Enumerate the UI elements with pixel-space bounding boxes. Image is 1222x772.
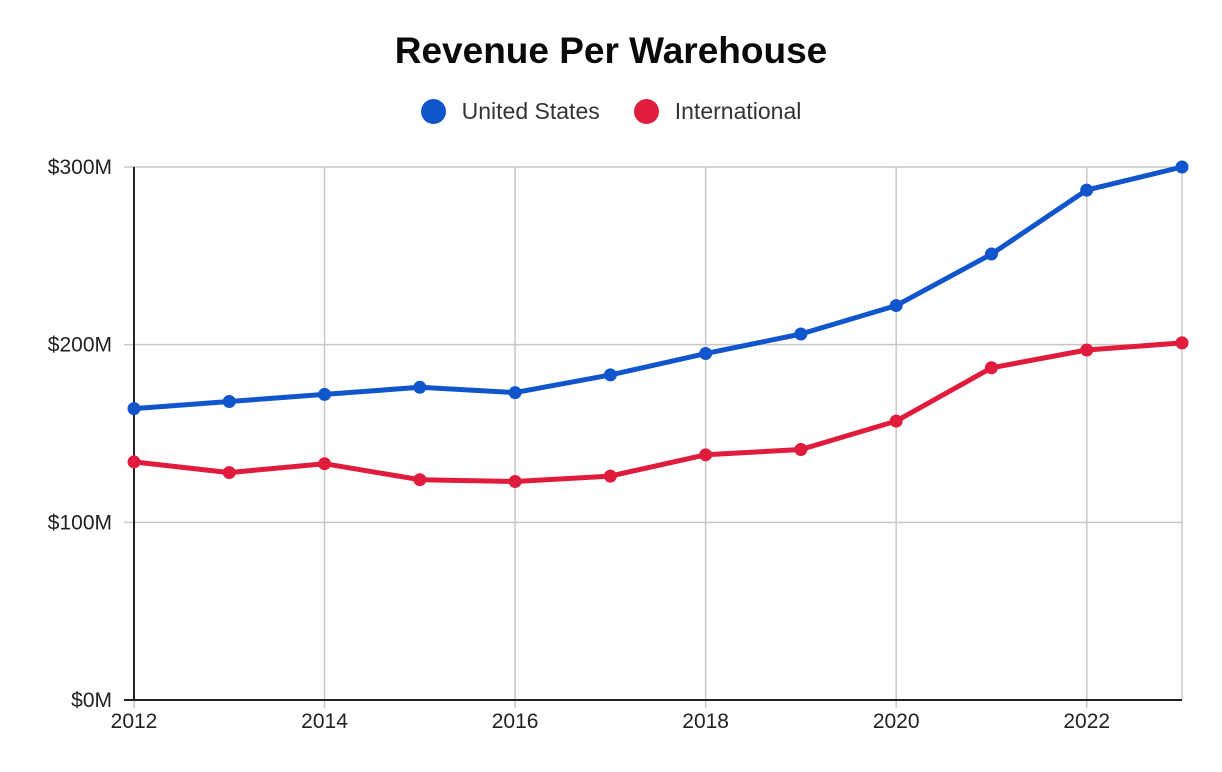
data-point-international	[318, 457, 332, 471]
series-lines	[131, 164, 1185, 484]
data-point-international	[1175, 336, 1189, 350]
legend-swatch-united-states	[420, 99, 446, 124]
data-point-united-states	[1080, 183, 1094, 197]
y-tick-label: $0M	[71, 689, 112, 712]
data-point-united-states	[413, 380, 427, 394]
legend-label-international: International	[674, 98, 802, 124]
data-point-united-states	[984, 247, 998, 261]
legend-swatch-international	[633, 99, 659, 124]
chart-legend: United States International	[0, 98, 1222, 125]
x-tick-label: 2014	[301, 710, 348, 733]
legend-item-united-states: United States	[420, 98, 600, 125]
x-tick-label: 2012	[111, 710, 158, 733]
y-tick-label: $300M	[48, 156, 112, 179]
chart-title: Revenue Per Warehouse	[394, 30, 828, 71]
series-line-international	[131, 340, 1185, 484]
data-point-united-states	[127, 402, 141, 416]
data-point-united-states	[318, 387, 332, 401]
data-point-international	[413, 473, 427, 487]
data-points	[127, 160, 1189, 488]
data-point-united-states	[1175, 160, 1189, 174]
data-point-international	[508, 474, 522, 488]
legend-item-international: International	[633, 98, 802, 125]
x-tick-label: 2020	[873, 710, 920, 733]
x-tick-label: 2018	[682, 710, 729, 733]
data-point-united-states	[222, 395, 236, 409]
data-point-international	[1080, 343, 1094, 357]
y-tick-label: $100M	[48, 511, 112, 534]
data-point-international	[603, 469, 617, 483]
data-point-united-states	[794, 327, 808, 341]
grid-lines	[124, 166, 1183, 708]
data-point-international	[222, 466, 236, 480]
series-line-united-states	[131, 164, 1185, 412]
legend-label-united-states: United States	[461, 98, 600, 124]
x-tick-label: 2022	[1063, 710, 1110, 733]
data-point-international	[794, 442, 808, 456]
data-point-international	[127, 455, 141, 469]
data-point-international	[699, 448, 713, 462]
y-tick-label: $200M	[48, 334, 112, 357]
data-point-united-states	[699, 347, 713, 361]
data-point-united-states	[508, 386, 522, 400]
data-point-united-states	[603, 368, 617, 382]
x-tick-label: 2016	[492, 710, 539, 733]
data-point-international	[984, 361, 998, 375]
data-point-united-states	[889, 299, 903, 313]
data-point-international	[889, 414, 903, 428]
axes	[124, 167, 1182, 701]
tick-labels: $0M $100M $200M $300M 2012 2014 2016 2018 2020 20…	[48, 156, 1110, 733]
